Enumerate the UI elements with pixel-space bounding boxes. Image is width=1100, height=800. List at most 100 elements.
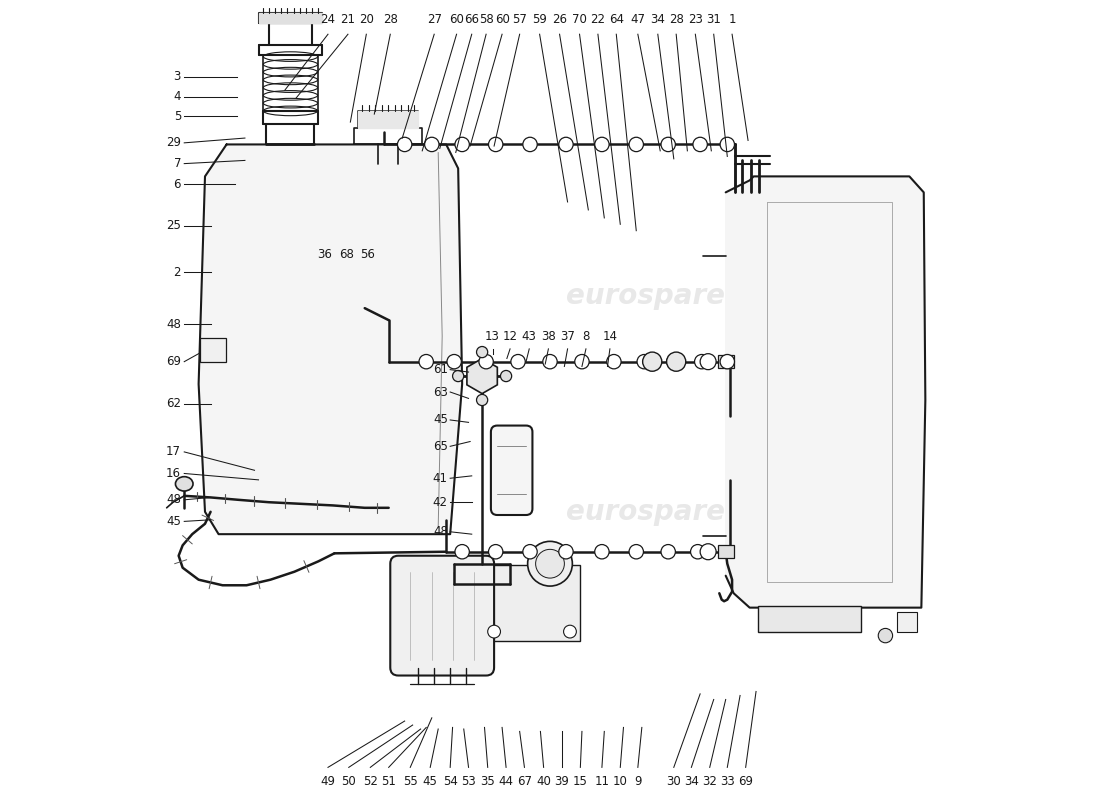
- Bar: [758, 606, 861, 631]
- Text: 65: 65: [433, 440, 448, 453]
- Text: 36: 36: [318, 248, 332, 261]
- Text: 24: 24: [320, 14, 336, 26]
- Text: 11: 11: [594, 775, 609, 788]
- Circle shape: [700, 354, 716, 370]
- Text: 30: 30: [667, 775, 681, 788]
- Circle shape: [447, 354, 461, 369]
- Bar: [898, 612, 917, 631]
- Text: eurospares: eurospares: [278, 482, 454, 510]
- Text: 21: 21: [341, 14, 355, 26]
- Text: 48: 48: [166, 494, 182, 506]
- Circle shape: [536, 550, 564, 578]
- Text: 42: 42: [432, 496, 448, 509]
- Circle shape: [595, 138, 609, 152]
- Text: 64: 64: [608, 14, 624, 26]
- Circle shape: [528, 542, 572, 586]
- Text: 34: 34: [650, 14, 666, 26]
- Text: 22: 22: [591, 14, 605, 26]
- Text: eurospares: eurospares: [566, 498, 741, 526]
- Circle shape: [500, 370, 512, 382]
- Text: 45: 45: [166, 515, 182, 528]
- Circle shape: [455, 545, 470, 559]
- Text: 66: 66: [464, 14, 480, 26]
- Text: 17: 17: [166, 446, 182, 458]
- Text: 69: 69: [738, 775, 754, 788]
- Text: 45: 45: [422, 775, 438, 788]
- Text: 29: 29: [166, 136, 182, 150]
- Text: 9: 9: [634, 775, 641, 788]
- Text: 34: 34: [684, 775, 699, 788]
- Text: 31: 31: [706, 14, 722, 26]
- Text: 20: 20: [359, 14, 374, 26]
- Text: 58: 58: [478, 14, 494, 26]
- Text: 1: 1: [728, 14, 736, 26]
- Circle shape: [595, 545, 609, 559]
- Polygon shape: [199, 145, 462, 534]
- Circle shape: [559, 138, 573, 152]
- Circle shape: [720, 138, 735, 152]
- Circle shape: [563, 626, 576, 638]
- Ellipse shape: [176, 477, 192, 491]
- FancyBboxPatch shape: [491, 426, 532, 515]
- Circle shape: [720, 354, 735, 369]
- Circle shape: [452, 370, 464, 382]
- Text: 45: 45: [433, 414, 448, 426]
- Polygon shape: [258, 13, 322, 23]
- Text: 70: 70: [572, 14, 587, 26]
- Circle shape: [667, 352, 685, 371]
- Text: 16: 16: [166, 467, 182, 480]
- Circle shape: [693, 138, 707, 152]
- Text: 2: 2: [174, 266, 182, 278]
- Text: 61: 61: [432, 363, 448, 376]
- Circle shape: [878, 629, 892, 642]
- Text: 69: 69: [166, 355, 182, 368]
- Text: 39: 39: [554, 775, 570, 788]
- Text: 62: 62: [166, 398, 182, 410]
- Circle shape: [455, 138, 470, 152]
- Circle shape: [637, 354, 651, 369]
- Text: eurospares: eurospares: [278, 274, 454, 302]
- Circle shape: [575, 354, 590, 369]
- Text: 5: 5: [174, 110, 182, 123]
- Text: 53: 53: [461, 775, 476, 788]
- Circle shape: [510, 354, 525, 369]
- Circle shape: [691, 545, 705, 559]
- Text: 44: 44: [498, 775, 514, 788]
- Circle shape: [522, 545, 537, 559]
- Circle shape: [661, 545, 675, 559]
- Circle shape: [559, 545, 573, 559]
- Bar: [717, 546, 734, 558]
- Text: 37: 37: [560, 330, 575, 342]
- Polygon shape: [726, 176, 925, 608]
- Circle shape: [488, 138, 503, 152]
- Circle shape: [476, 394, 487, 406]
- Text: 35: 35: [481, 775, 495, 788]
- FancyBboxPatch shape: [390, 556, 494, 675]
- Text: 33: 33: [719, 775, 735, 788]
- Text: 26: 26: [552, 14, 568, 26]
- Circle shape: [694, 354, 708, 369]
- Text: 27: 27: [427, 14, 442, 26]
- Text: 14: 14: [603, 330, 617, 342]
- Text: eurospares: eurospares: [566, 282, 741, 310]
- Text: 15: 15: [573, 775, 587, 788]
- FancyBboxPatch shape: [484, 566, 581, 641]
- Text: 59: 59: [532, 14, 547, 26]
- Text: 48: 48: [433, 526, 448, 538]
- Text: 43: 43: [521, 330, 537, 342]
- Circle shape: [487, 626, 500, 638]
- Circle shape: [700, 544, 716, 560]
- Text: 55: 55: [403, 775, 418, 788]
- Text: 56: 56: [361, 248, 375, 261]
- Circle shape: [629, 138, 644, 152]
- Text: 10: 10: [613, 775, 628, 788]
- Text: 28: 28: [383, 14, 398, 26]
- Bar: [200, 338, 225, 362]
- Text: 57: 57: [513, 14, 527, 26]
- Circle shape: [542, 354, 558, 369]
- Text: 51: 51: [382, 775, 396, 788]
- Text: 32: 32: [702, 775, 717, 788]
- Text: 50: 50: [341, 775, 356, 788]
- Text: 28: 28: [669, 14, 683, 26]
- Text: 13: 13: [485, 330, 499, 342]
